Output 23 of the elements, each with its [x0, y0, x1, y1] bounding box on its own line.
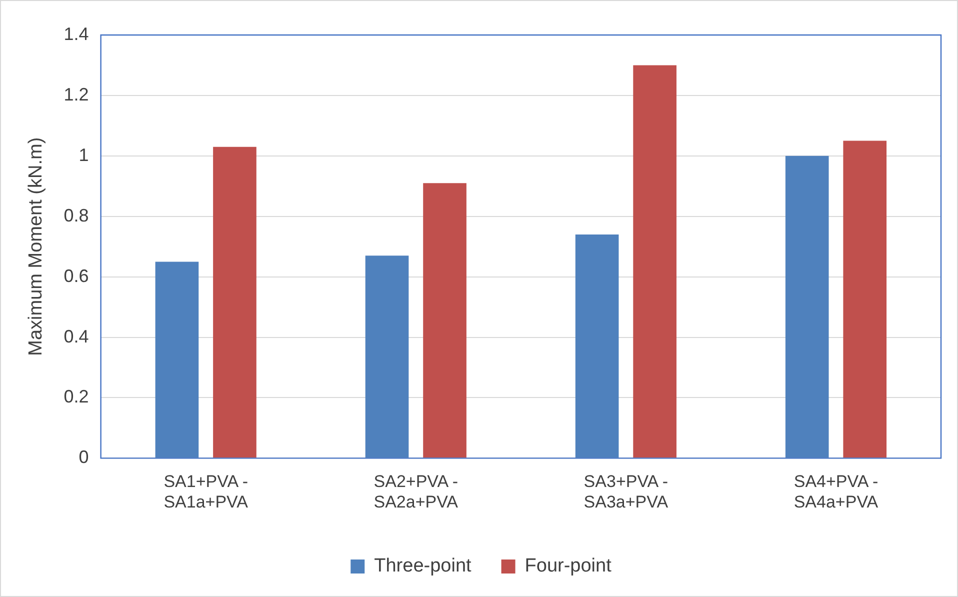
bar: [365, 256, 409, 458]
y-tick-label: 1.2: [64, 84, 89, 104]
y-tick-label: 1: [78, 144, 89, 165]
legend-label: Three-point: [374, 556, 472, 577]
y-tick-label: 0.6: [64, 266, 89, 286]
x-tick-label: SA1+PVA - SA1a+PVA: [164, 472, 249, 512]
y-tick-label: 0.8: [64, 205, 89, 226]
y-tick-label: 0.2: [64, 386, 89, 407]
x-tick-label: SA3+PVA - SA3a+PVA: [584, 472, 669, 512]
bar: [423, 183, 466, 458]
bar: [213, 146, 256, 458]
y-tick-label: 1.4: [64, 24, 89, 44]
x-tick-label: SA4+PVA - SA4a+PVA: [794, 472, 879, 512]
legend-label: Four-point: [524, 556, 612, 577]
bar: [575, 234, 619, 458]
y-tick-label: 0: [78, 447, 89, 468]
x-tick-label: SA2+PVA - SA2a+PVA: [374, 472, 459, 512]
bar: [155, 262, 199, 458]
y-axis-title: Maximum Moment (kN.m): [26, 137, 47, 356]
y-tick-label: 0.4: [64, 326, 89, 346]
bar: [843, 140, 887, 458]
bar: [633, 65, 676, 458]
bar: [785, 156, 829, 458]
